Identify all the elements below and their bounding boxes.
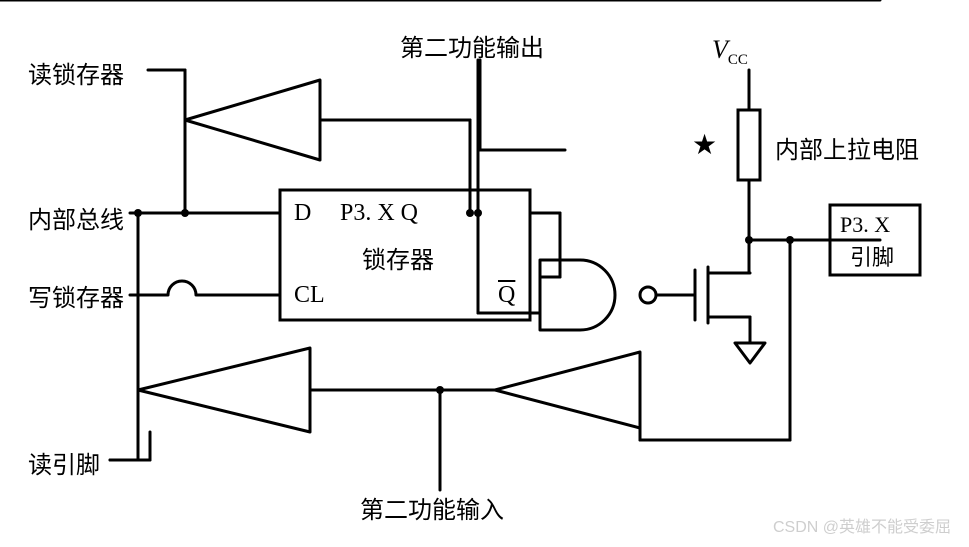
diagram-svg	[0, 0, 969, 547]
latch-qbar: Q	[498, 282, 515, 309]
label-write-latch: 写锁存器	[28, 278, 124, 313]
label-second-func-out: 第二功能输出	[400, 28, 544, 63]
label-internal-bus: 内部总线	[28, 200, 124, 235]
label-second-func-in: 第二功能输入	[360, 490, 504, 525]
pin-box-line1: P3. X	[840, 212, 890, 238]
latch-d: D	[294, 200, 311, 227]
label-read-latch: 读锁存器	[28, 55, 124, 90]
star-icon: ★	[692, 128, 717, 162]
label-read-pin: 读引脚	[28, 445, 100, 480]
label-pullup: 内部上拉电阻	[775, 130, 919, 165]
latch-center: P3. X Q	[340, 200, 418, 227]
watermark: CSDN @英雄不能受委屈	[773, 513, 951, 537]
latch-title: 锁存器	[362, 240, 434, 275]
pin-box-line2: 引脚	[850, 240, 894, 272]
latch-cl: CL	[294, 282, 325, 309]
diagram-canvas: 读锁存器 内部总线 写锁存器 读引脚 第二功能输出 第二功能输入 VCC ★ 内…	[0, 0, 969, 547]
label-vcc: VCC	[712, 35, 748, 69]
